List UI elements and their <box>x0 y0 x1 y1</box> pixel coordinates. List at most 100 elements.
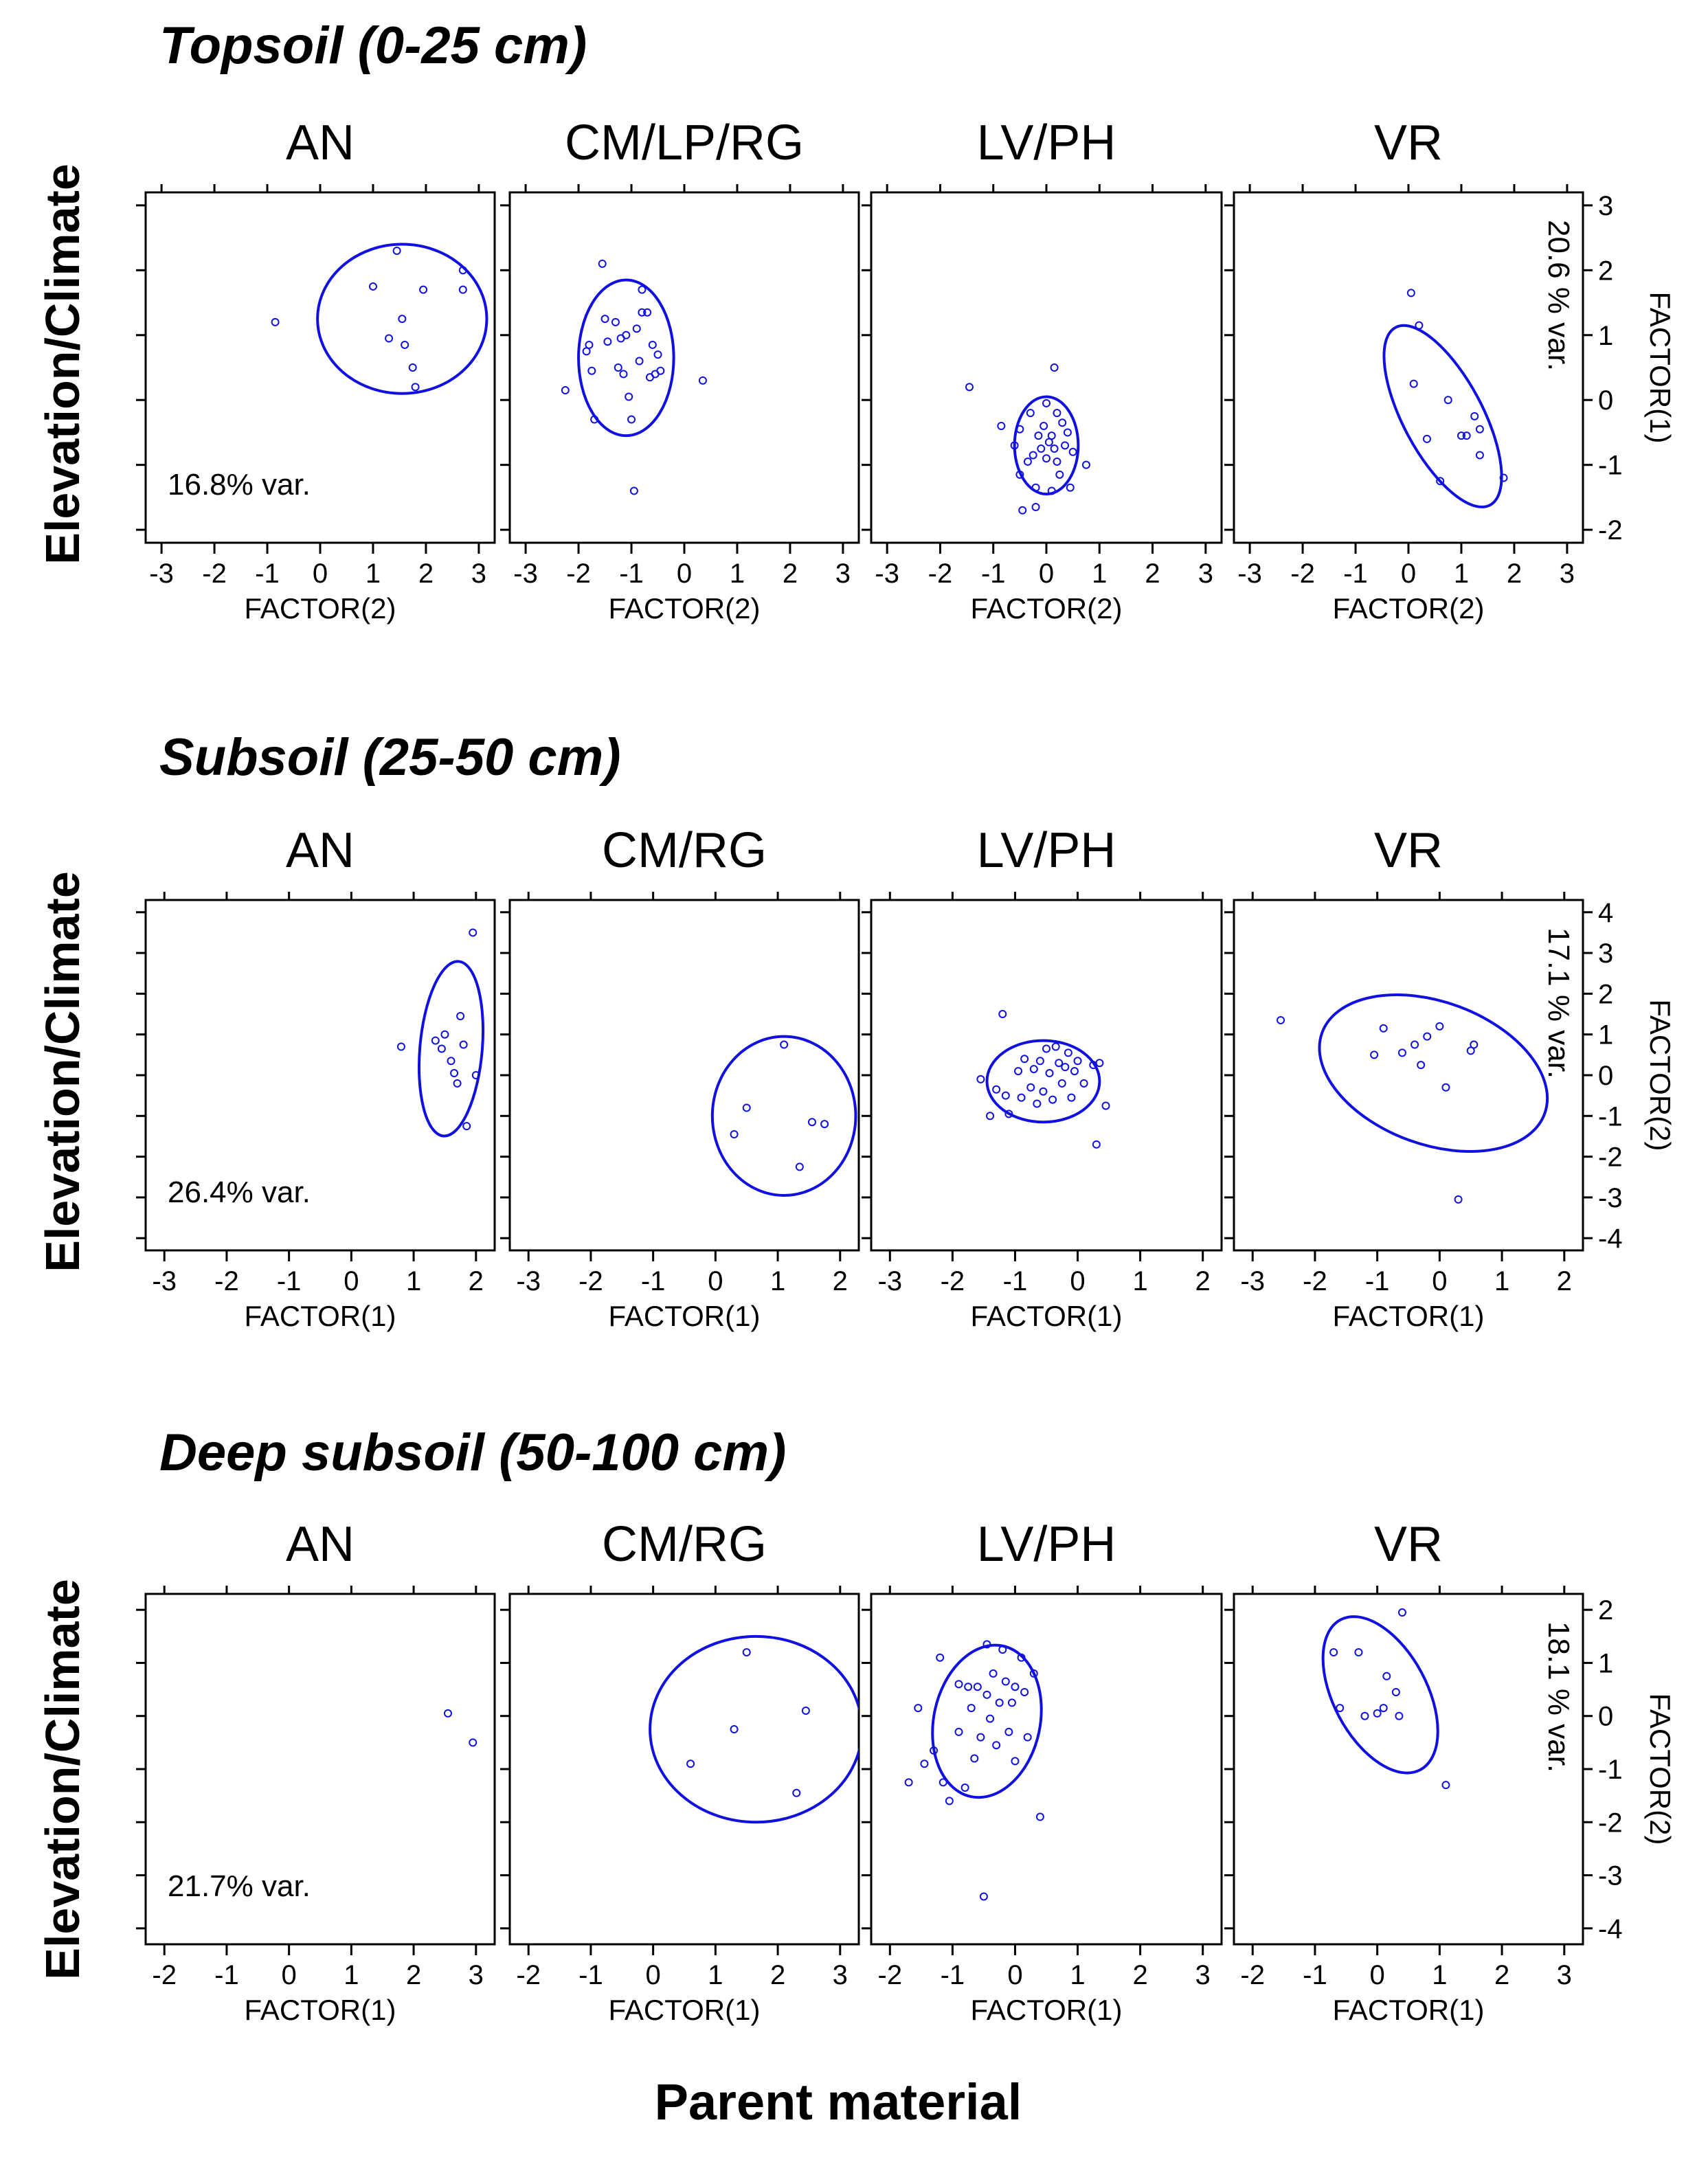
data-point <box>471 1071 480 1079</box>
data-point <box>998 1645 1007 1654</box>
y-tick-label: 1 <box>1598 1648 1613 1678</box>
data-point <box>807 1118 816 1127</box>
panel-frame <box>508 899 860 1252</box>
x-tick-label: 1 <box>1454 559 1469 589</box>
data-point <box>629 486 638 495</box>
panel-plot-area <box>1277 993 1549 1204</box>
x-tick-label: 1 <box>1070 1960 1085 1990</box>
data-point <box>992 1085 1001 1094</box>
data-point <box>408 363 417 372</box>
confidence-ellipse <box>649 1634 859 1824</box>
data-point <box>1010 441 1019 450</box>
x-tick-label: -1 <box>578 1960 603 1990</box>
chart-section-1: Topsoil (0-25 cm) Elevation/Climate AN -3 -2… <box>36 16 1676 625</box>
x-tick-label: 0 <box>708 1266 723 1296</box>
data-point <box>1443 396 1452 405</box>
x-axis-label: FACTOR(1) <box>971 1300 1123 1332</box>
x-tick-label: -1 <box>214 1960 239 1990</box>
data-point <box>611 317 620 326</box>
data-point <box>1411 1040 1419 1049</box>
panel-frame <box>1233 191 1584 544</box>
data-point <box>954 1727 963 1736</box>
data-point <box>698 376 707 385</box>
data-point <box>437 1044 446 1053</box>
confidence-ellipse <box>1382 324 1503 508</box>
data-point <box>995 1698 1004 1707</box>
x-tick-label: 2 <box>469 1266 484 1296</box>
data-point <box>1061 1063 1070 1072</box>
data-point <box>730 1129 739 1138</box>
data-point <box>1462 431 1471 440</box>
x-tick-label: 3 <box>1560 559 1575 589</box>
data-point <box>1035 1812 1044 1821</box>
data-point <box>1475 425 1484 434</box>
data-point <box>1029 451 1037 460</box>
x-axis-label: FACTOR(1) <box>609 1994 761 2026</box>
panel-an: AN -2 -1 0 1 2 3 FACTOR(1) 21.7% var. <box>136 1517 496 2026</box>
data-point <box>1379 1024 1388 1033</box>
y-tick-label: -1 <box>1598 1755 1623 1785</box>
data-point <box>396 1042 405 1051</box>
data-point <box>801 1707 810 1715</box>
panel-title: VR <box>1374 115 1443 170</box>
x-tick-label: 1 <box>366 559 381 589</box>
panel-vr: VR -3 -2 -1 0 1 2 -4 -3 -2 -1 0 1 2 3 4 FACTOR(1) 17.1 % … <box>1224 823 1676 1332</box>
data-point <box>686 1759 695 1768</box>
x-tick-label: -2 <box>1303 1266 1327 1296</box>
data-point <box>453 1079 462 1088</box>
panel-vr: VR -2 -1 0 1 2 3 -4 -3 -2 -1 0 1 2 FACTOR(1) 18.1 % var… <box>1224 1517 1676 2026</box>
panel-plot-area <box>561 259 707 495</box>
data-point <box>930 1746 939 1755</box>
x-axis-label: FACTOR(1) <box>245 1300 396 1332</box>
data-point <box>992 1741 1001 1750</box>
y-axis-label: FACTOR(1) <box>1644 292 1676 444</box>
x-tick-label: 2 <box>406 1960 421 1990</box>
data-point <box>598 259 607 268</box>
panel-title: LV/PH <box>977 823 1116 878</box>
data-point <box>1423 1032 1432 1041</box>
panel-frame <box>870 191 1223 544</box>
confidence-ellipse <box>316 243 488 395</box>
data-point <box>982 1690 991 1699</box>
data-point <box>1050 445 1059 453</box>
data-point <box>1101 1101 1110 1110</box>
data-point <box>1382 1672 1391 1680</box>
panel-plot-area <box>965 363 1090 515</box>
panel-title: VR <box>1374 1517 1443 1572</box>
panel-plot-area <box>271 243 488 395</box>
x-tick-label: -2 <box>578 1266 603 1296</box>
data-point <box>1020 1687 1029 1696</box>
x-tick-label: -1 <box>1343 559 1368 589</box>
x-tick-label: -2 <box>928 559 953 589</box>
data-point <box>1058 418 1067 427</box>
y-tick-label: 2 <box>1598 256 1613 286</box>
data-point <box>1397 1048 1406 1057</box>
y-axis-label: FACTOR(2) <box>1644 1000 1676 1151</box>
x-tick-label: -2 <box>214 1266 239 1296</box>
y-tick-label: -1 <box>1598 451 1623 481</box>
data-point <box>1023 1733 1032 1742</box>
data-point <box>632 324 641 333</box>
data-point <box>1441 1781 1450 1790</box>
data-point <box>1031 483 1040 492</box>
x-tick-label: 0 <box>1370 1960 1385 1990</box>
data-point <box>1020 1055 1029 1064</box>
confidence-ellipse <box>1321 1615 1439 1775</box>
y-tick-label: 3 <box>1598 191 1613 221</box>
data-point <box>1373 1709 1382 1718</box>
x-tick-label: 0 <box>1401 559 1416 589</box>
y-tick-label: 0 <box>1598 385 1613 416</box>
data-point <box>1057 1079 1066 1088</box>
data-point <box>648 340 657 349</box>
x-tick-label: -2 <box>566 559 591 589</box>
data-point <box>1042 1044 1050 1053</box>
x-tick-label: -3 <box>1237 559 1262 589</box>
x-tick-label: 1 <box>1494 1266 1509 1296</box>
panel-cm-rg: CM/RG -3 -2 -1 0 1 2 FACTOR(1) <box>500 823 860 1332</box>
panel-frame <box>508 191 860 544</box>
x-tick-label: 2 <box>1557 1266 1572 1296</box>
x-tick-label: -3 <box>152 1266 177 1296</box>
data-point <box>1018 506 1027 515</box>
data-point <box>1068 447 1077 456</box>
data-point <box>450 1069 459 1078</box>
